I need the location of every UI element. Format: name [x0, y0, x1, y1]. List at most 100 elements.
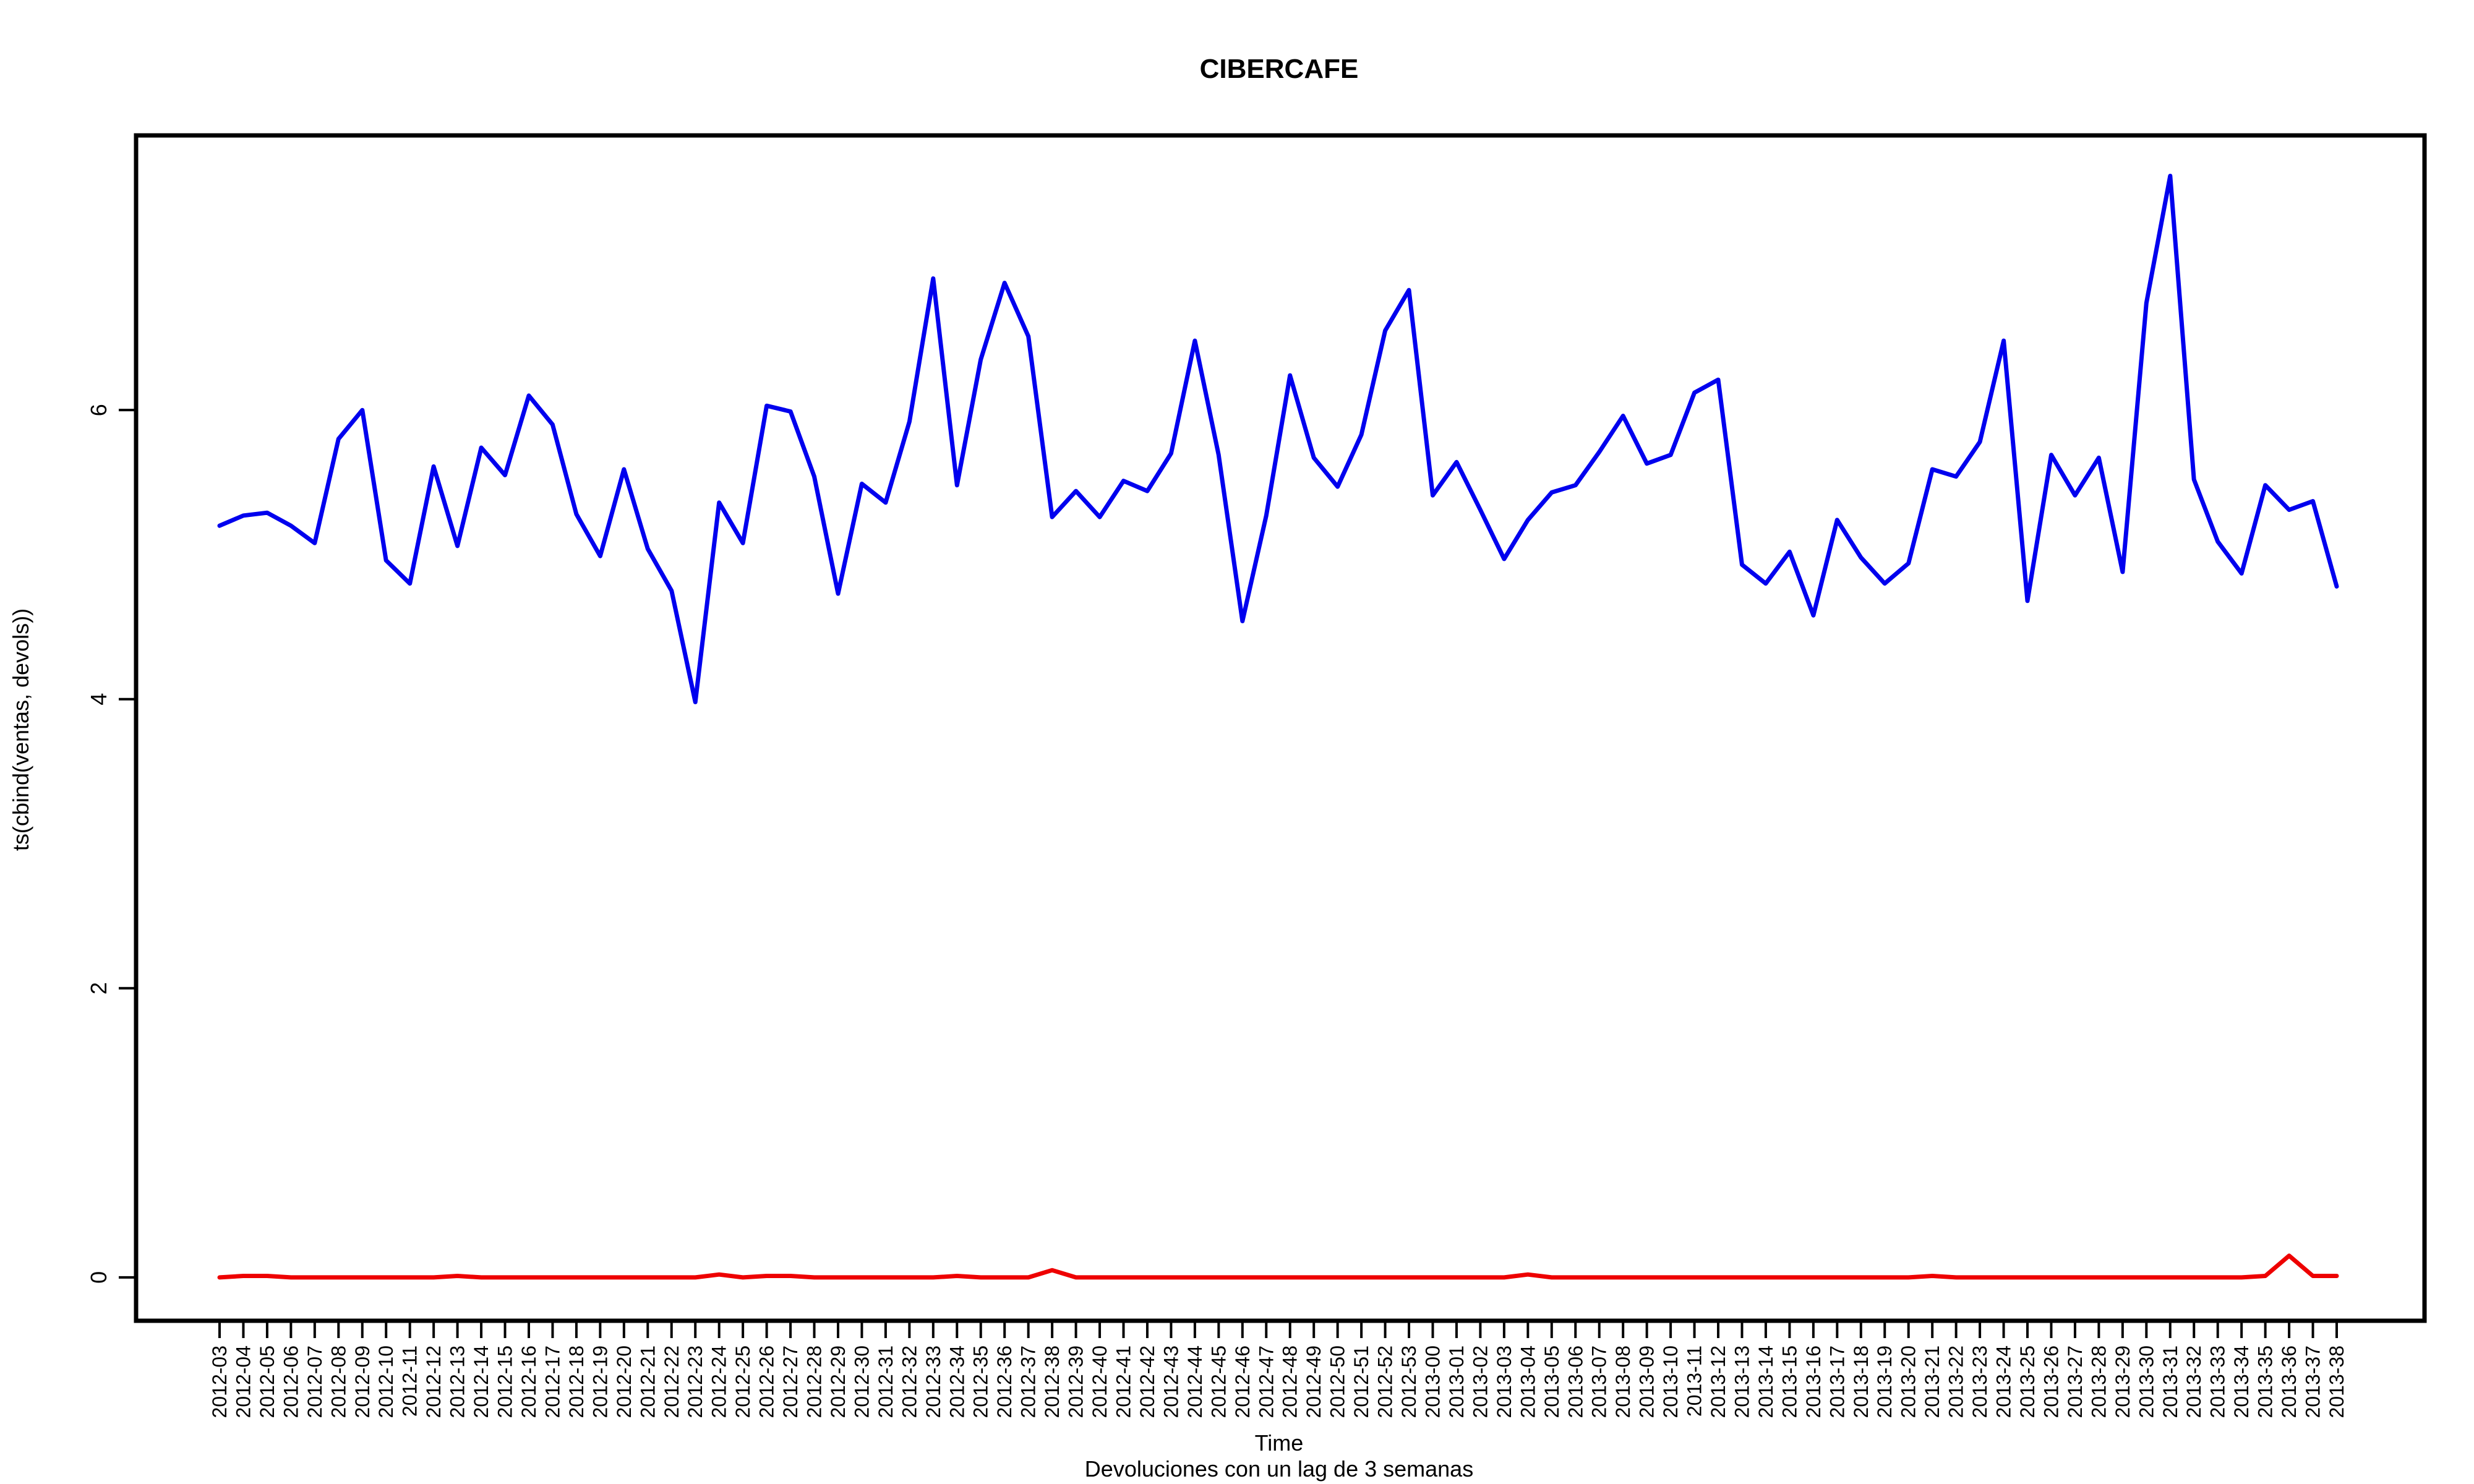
x-tick-label: 2013-29: [2112, 1345, 2134, 1418]
x-tick-label: 2012-18: [565, 1345, 588, 1418]
x-tick-label: 2012-41: [1113, 1345, 1135, 1418]
x-tick-label: 2013-33: [2207, 1345, 2229, 1418]
y-axis-label: ts(cbind(ventas, devols)): [8, 608, 33, 851]
x-tick-label: 2013-32: [2183, 1345, 2205, 1418]
x-tick-label: 2013-00: [1421, 1345, 1444, 1418]
x-tick-label: 2012-38: [1041, 1345, 1063, 1418]
x-tick-label: 2012-33: [922, 1345, 944, 1418]
x-tick-label: 2013-19: [1873, 1345, 1896, 1418]
x-tick-label: 2013-24: [1993, 1345, 2015, 1418]
x-tick-label: 2013-03: [1493, 1345, 1515, 1418]
x-tick-label: 2013-01: [1445, 1345, 1468, 1418]
x-tick-label: 2013-38: [2326, 1345, 2348, 1418]
x-tick-label: 2012-09: [351, 1345, 374, 1418]
x-tick-label: 2013-31: [2159, 1345, 2181, 1418]
y-axis: 0 2 4 6: [86, 404, 136, 1284]
x-tick-label: 2012-10: [375, 1345, 397, 1418]
y-tick-label: 2: [86, 982, 111, 994]
x-tick-label: 2013-37: [2302, 1345, 2324, 1418]
x-tick-label: 2013-07: [1588, 1345, 1611, 1418]
x-tick-label: 2012-34: [946, 1345, 968, 1418]
x-tick-label: 2012-28: [803, 1345, 826, 1418]
x-tick-label: 2012-31: [875, 1345, 897, 1418]
x-axis: 2012-03 2012-04 2012-05 2012-06 2012-07 2012-…: [208, 1321, 2348, 1418]
x-tick-label: 2013-10: [1659, 1345, 1682, 1418]
x-tick-label: 2012-36: [993, 1345, 1016, 1418]
x-tick-label: 2012-44: [1184, 1345, 1206, 1418]
chart-title: CIBERCAFE: [1200, 54, 1359, 84]
x-tick-label: 2013-16: [1802, 1345, 1825, 1418]
x-tick-label: 2012-15: [494, 1345, 516, 1418]
x-tick-label: 2012-05: [256, 1345, 278, 1418]
x-tick-label: 2012-35: [970, 1345, 992, 1418]
x-tick-label: 2012-11: [399, 1345, 421, 1417]
x-tick-label: 2013-18: [1850, 1345, 1872, 1418]
x-tick-label: 2012-26: [756, 1345, 778, 1418]
x-tick-label: 2012-27: [779, 1345, 802, 1418]
series-line-2: [217, 1253, 2339, 1280]
x-tick-label: 2012-08: [327, 1345, 349, 1418]
x-tick-label: 2012-22: [661, 1345, 683, 1418]
x-tick-label: 2012-50: [1327, 1345, 1349, 1418]
x-tick-label: 2012-51: [1350, 1345, 1372, 1418]
y-tick-label: 0: [86, 1271, 111, 1284]
x-tick-label: 2012-30: [850, 1345, 873, 1418]
series-line-1: [217, 174, 2339, 704]
x-tick-label: 2013-04: [1517, 1345, 1539, 1418]
x-tick-label: 2012-25: [732, 1345, 754, 1418]
x-tick-label: 2012-21: [636, 1345, 659, 1418]
x-axis-label: Time: [1255, 1430, 1304, 1456]
x-tick-label: 2013-36: [2278, 1345, 2300, 1418]
x-tick-label: 2013-14: [1755, 1345, 1777, 1418]
x-tick-label: 2012-48: [1279, 1345, 1301, 1418]
x-tick-label: 2012-37: [1017, 1345, 1040, 1418]
x-tick-label: 2013-21: [1921, 1345, 1943, 1418]
series-layer: [217, 174, 2339, 1280]
x-tick-label: 2012-29: [827, 1345, 849, 1418]
x-tick-label: 2012-19: [589, 1345, 611, 1418]
x-tick-label: 2012-04: [232, 1345, 254, 1418]
x-tick-label: 2013-26: [2040, 1345, 2062, 1418]
x-tick-label: 2013-02: [1469, 1345, 1491, 1418]
x-tick-label: 2012-42: [1136, 1345, 1158, 1418]
x-tick-label: 2013-20: [1898, 1345, 1920, 1418]
x-tick-label: 2013-34: [2230, 1345, 2253, 1418]
x-tick-label: 2013-35: [2254, 1345, 2277, 1418]
x-tick-label: 2013-23: [1969, 1345, 1991, 1418]
x-tick-label: 2013-08: [1612, 1345, 1634, 1418]
y-tick-label: 6: [86, 404, 111, 416]
x-tick-label: 2013-13: [1731, 1345, 1753, 1418]
x-tick-label: 2012-07: [304, 1345, 326, 1418]
x-tick-label: 2012-32: [898, 1345, 920, 1418]
x-tick-label: 2012-52: [1374, 1345, 1397, 1418]
x-tick-label: 2012-06: [280, 1345, 302, 1418]
x-tick-label: 2013-27: [2064, 1345, 2086, 1418]
x-tick-label: 2012-47: [1255, 1345, 1277, 1418]
y-tick-label: 4: [86, 693, 111, 706]
x-tick-label: 2012-14: [470, 1345, 492, 1418]
x-tick-label: 2012-03: [208, 1345, 231, 1418]
x-tick-label: 2012-49: [1303, 1345, 1325, 1418]
x-tick-label: 2013-22: [1945, 1345, 1967, 1418]
x-tick-label: 2012-45: [1207, 1345, 1230, 1418]
x-tick-label: 2013-28: [2087, 1345, 2110, 1418]
x-tick-label: 2013-05: [1541, 1345, 1563, 1418]
x-tick-label: 2012-39: [1065, 1345, 1087, 1418]
x-tick-label: 2012-12: [422, 1345, 445, 1418]
x-tick-label: 2012-43: [1160, 1345, 1182, 1418]
x-tick-label: 2012-24: [708, 1345, 730, 1418]
x-tick-label: 2012-17: [541, 1345, 563, 1418]
x-tick-label: 2013-17: [1826, 1345, 1848, 1418]
x-tick-label: 2012-23: [684, 1345, 706, 1418]
x-tick-label: 2013-15: [1778, 1345, 1800, 1418]
x-tick-label: 2012-13: [447, 1345, 469, 1418]
plot-frame: [134, 133, 2427, 1323]
x-tick-label: 2013-30: [2135, 1345, 2157, 1418]
x-axis-subtitle: Devoluciones con un lag de 3 semanas: [1085, 1456, 1473, 1482]
x-tick-label: 2012-53: [1398, 1345, 1420, 1418]
x-tick-label: 2013-06: [1564, 1345, 1586, 1418]
x-tick-label: 2013-09: [1636, 1345, 1658, 1418]
x-tick-label: 2012-16: [518, 1345, 540, 1418]
x-tick-label: 2012-40: [1089, 1345, 1111, 1418]
